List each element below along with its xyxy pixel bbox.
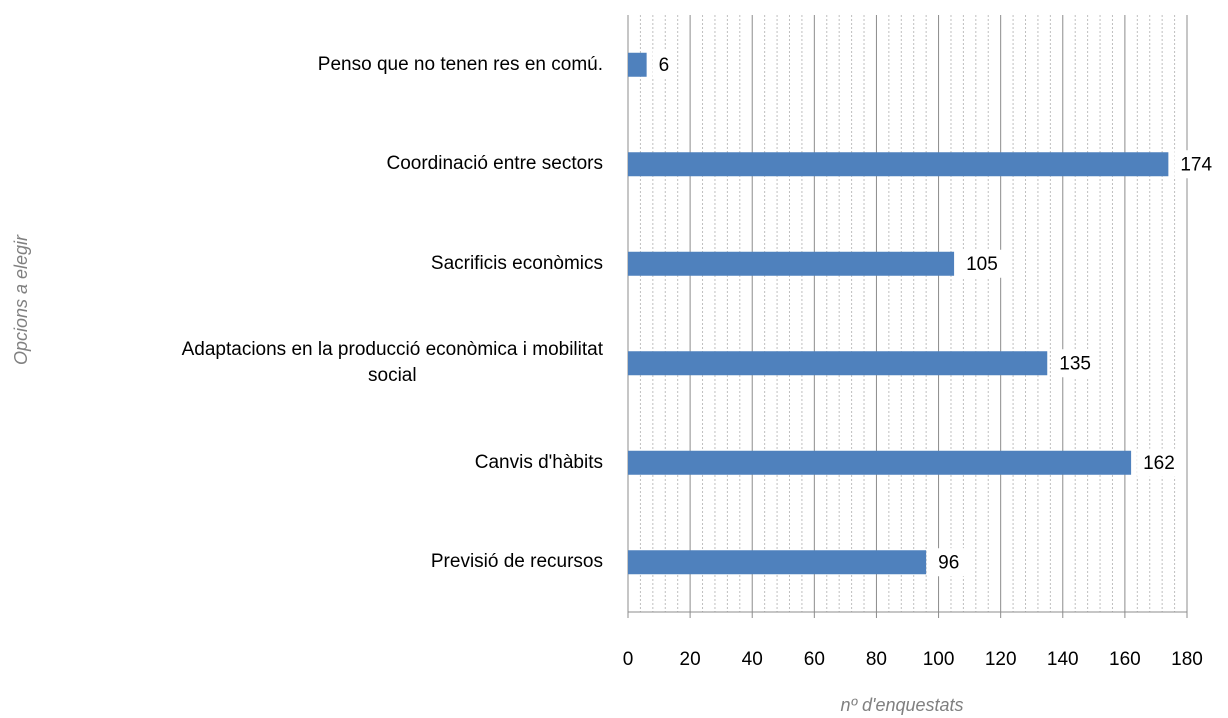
x-tick-label: 20: [680, 649, 701, 670]
x-tick-label: 120: [985, 649, 1017, 670]
data-label: 174: [1180, 154, 1212, 175]
data-label: 105: [966, 254, 998, 275]
data-label-bg: [960, 249, 1004, 278]
x-tick-label: 140: [1047, 649, 1079, 670]
x-axis-title: nº d'enquestats: [840, 695, 963, 715]
y-tick-label: Penso que no tenen res en comú.: [317, 53, 603, 75]
data-label-bg: [652, 50, 676, 79]
y-tick-label: Canvis d'hàbits: [474, 451, 603, 473]
x-tick-label: 160: [1109, 649, 1141, 670]
bar: [628, 52, 647, 77]
data-label: 96: [938, 552, 959, 573]
bar: [628, 450, 1132, 475]
data-label-bg: [932, 548, 966, 577]
x-tick-label: 60: [804, 649, 825, 670]
bar: [628, 550, 927, 575]
x-tick-label: 40: [742, 649, 763, 670]
x-tick-label: 180: [1171, 649, 1203, 670]
bar: [628, 251, 955, 276]
data-label-bg: [1137, 448, 1181, 477]
data-label-bg: [1053, 349, 1097, 378]
y-tick-label: Coordinació entre sectors: [386, 153, 604, 175]
x-tick-label: 80: [866, 649, 887, 670]
data-label: 6: [659, 55, 670, 76]
y-tick-label: Previsió de recursos: [430, 551, 603, 573]
x-tick-label: 0: [623, 649, 634, 670]
y-tick-label: Adaptacions en la producció econòmica i …: [181, 339, 603, 387]
data-label-bg: [1174, 150, 1219, 179]
data-label: 135: [1059, 353, 1091, 374]
data-label: 162: [1143, 453, 1175, 474]
x-tick-label: 100: [923, 649, 955, 670]
y-axis-title: Opcions a elegir: [11, 234, 31, 365]
bar: [628, 351, 1048, 376]
bar: [628, 152, 1169, 177]
y-tick-label: Sacrificis econòmics: [430, 252, 603, 274]
